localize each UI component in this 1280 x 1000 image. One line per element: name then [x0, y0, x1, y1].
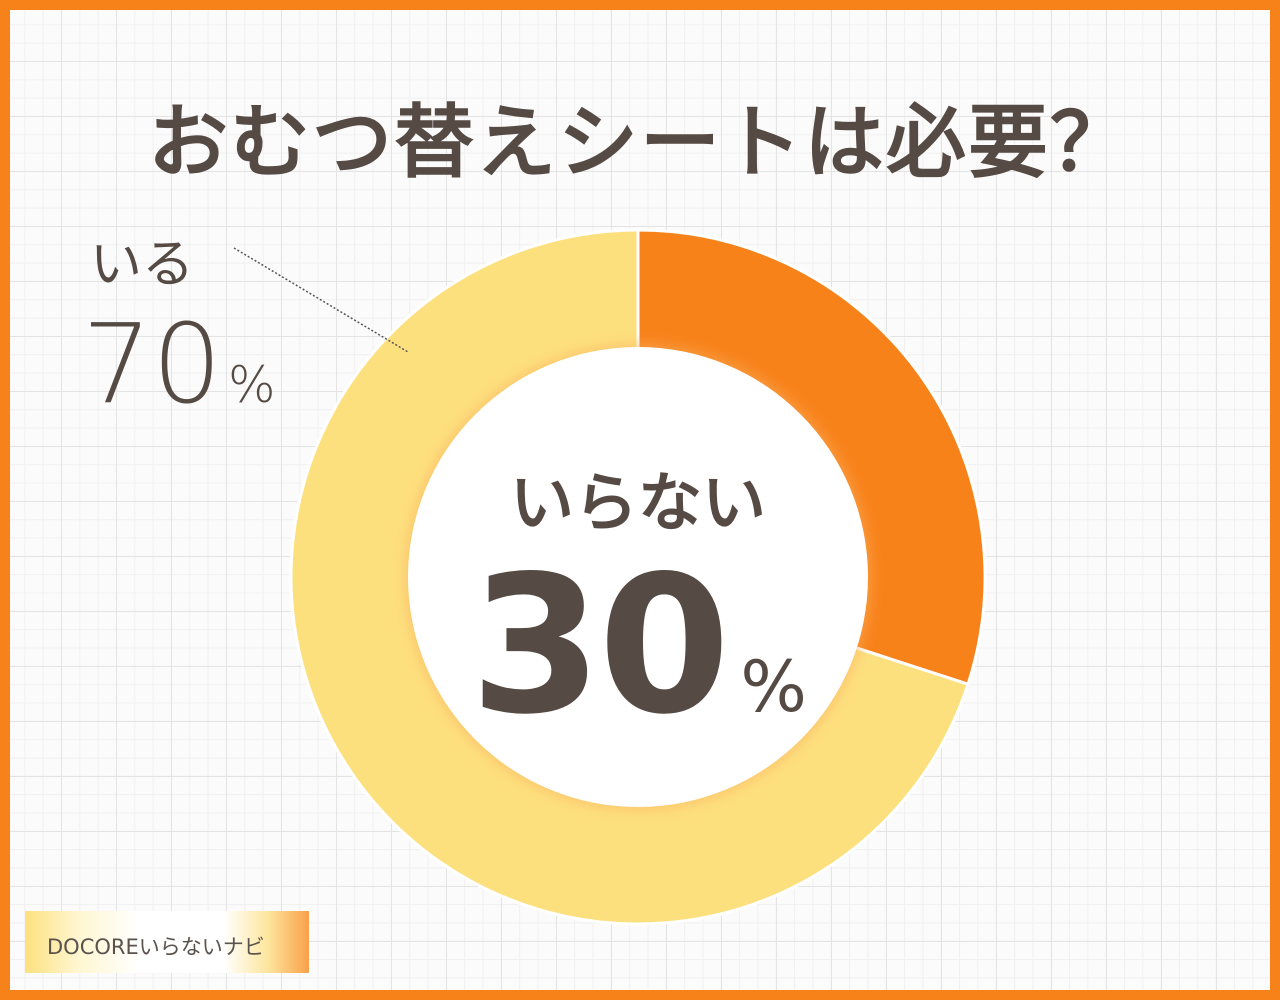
logo-text: DOCOREいらないナビ	[47, 935, 265, 959]
logo: DOCOREいらないナビ	[25, 911, 309, 973]
donut-hole	[408, 347, 868, 807]
data-value-iru: 70%	[82, 300, 276, 428]
unit: %	[227, 356, 276, 414]
value-30: 30	[470, 535, 730, 756]
leader-line	[233, 247, 409, 353]
value-70: 70	[82, 300, 222, 428]
data-label-iranai: いらない	[510, 467, 766, 541]
data-value-iranai: 30%	[470, 535, 807, 756]
unit: %	[740, 646, 807, 728]
chart-title: おむつ替えシートは必要？	[148, 96, 1132, 189]
data-label-iru: いる	[90, 235, 195, 295]
